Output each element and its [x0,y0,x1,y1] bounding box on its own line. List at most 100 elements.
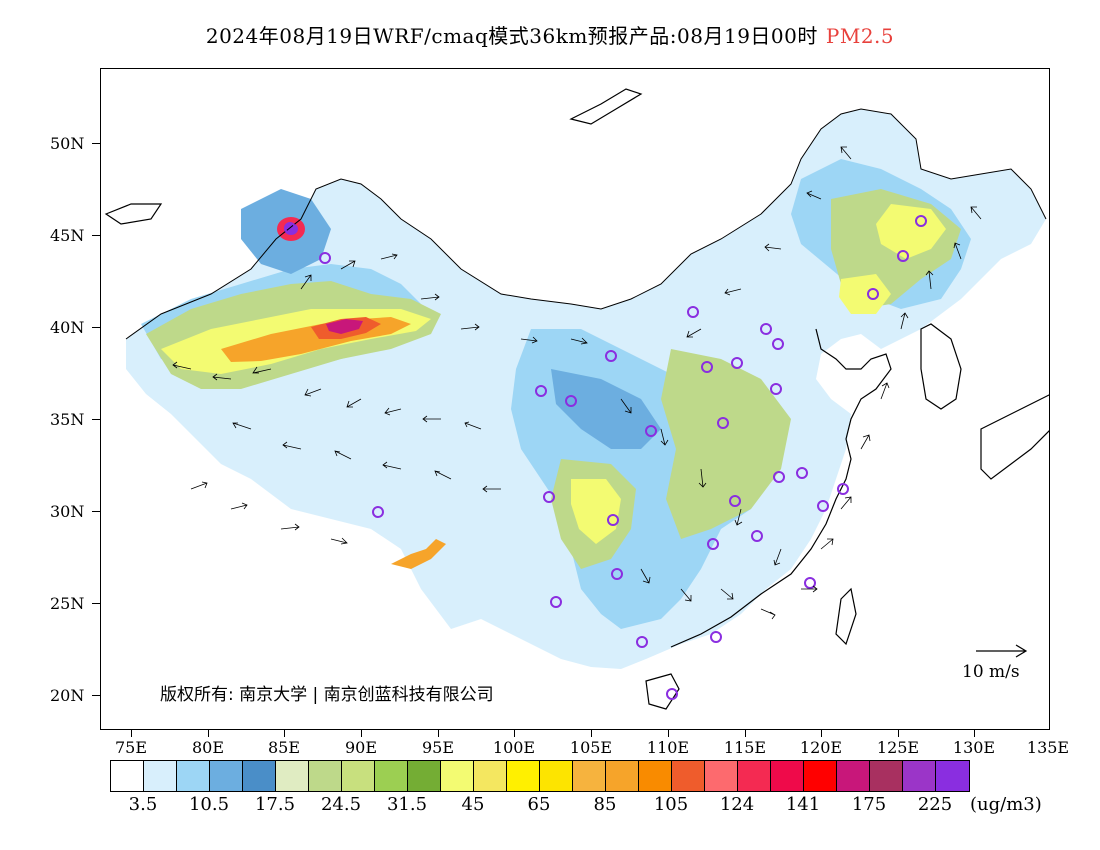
colorbar-swatch [375,761,408,791]
lon-label: 85E [267,738,301,757]
city-marker [731,357,743,369]
colorbar [110,760,970,792]
colorbar-swatch [771,761,804,791]
lon-tick [514,730,515,737]
lat-label: 45N [50,226,85,245]
korea-outline [920,323,962,410]
lon-tick [591,730,592,737]
colorbar-tick-label: 85 [593,794,617,815]
city-marker [543,491,555,503]
city-marker [284,222,296,234]
city-marker [915,215,927,227]
colorbar-tick-label: 141 [785,794,821,815]
colorbar-tick-label: 17.5 [254,794,296,815]
colorbar-swatch [738,761,771,791]
lon-label: 105E [569,738,613,757]
baikal-outline [569,88,643,125]
lat-tick [92,143,100,144]
city-marker [729,495,741,507]
colorbar-swatch [540,761,573,791]
colorbar-swatch [111,761,144,791]
colorbar-swatch [441,761,474,791]
yellow-zone-ne [876,204,946,259]
lat-label: 35N [50,410,85,429]
colorbar-swatch [804,761,837,791]
colorbar-tick-label: 10.5 [188,794,230,815]
yellow-zone-sichuan [571,479,621,544]
colorbar-tick-label: 24.5 [320,794,362,815]
colorbar-tick-label: 105 [653,794,689,815]
city-marker [710,631,722,643]
lon-label: 125E [876,738,920,757]
lat-tick [92,603,100,604]
city-marker [565,395,577,407]
city-marker [535,385,547,397]
city-marker [372,506,384,518]
city-marker [773,471,785,483]
wind-field [172,146,982,620]
city-marker [611,568,623,580]
colorbar-swatch [639,761,672,791]
lon-label: 80E [191,738,225,757]
city-marker [760,323,772,335]
pollutant-label: PM2.5 [825,24,895,48]
colorbar-tick-label: 124 [719,794,755,815]
colorbar-tick-label: 65 [527,794,551,815]
map-title: 2024年08月19日WRF/cmaq模式36km预报产品:08月19日00时 P… [0,20,1100,49]
lon-tick [131,730,132,737]
caspian-outline [104,203,163,225]
lon-label: 115E [723,738,767,757]
title-text: 2024年08月19日WRF/cmaq模式36km预报产品:08月19日00时 [205,24,818,48]
colorbar-tick-label: 3.5 [128,794,158,815]
lon-label: 110E [646,738,690,757]
colorbar-swatch [507,761,540,791]
map-canvas [104,88,1049,710]
hainan-outline [645,673,680,710]
colorbar-swatch [672,761,705,791]
city-marker [636,636,648,648]
copyright-text: 版权所有: 南京大学 | 南京创蓝科技有限公司 [160,685,494,705]
city-marker [666,688,678,700]
lat-label: 30N [50,502,85,521]
lat-tick [92,695,100,696]
colorbar-swatch [837,761,870,791]
lon-tick [284,730,285,737]
city-marker [751,530,763,542]
reference-arrow [976,644,1028,658]
colorbar-tick-label: 45 [461,794,485,815]
map-panel[interactable] [100,68,1050,730]
japan-outline [980,394,1049,480]
colorbar-swatch [705,761,738,791]
magenta-zone-xj [326,319,363,334]
lon-label: 120E [799,738,843,757]
lon-tick [898,730,899,737]
city-marker [550,596,562,608]
city-marker [645,425,657,437]
colorbar-swatch [276,761,309,791]
colorbar-swatch [243,761,276,791]
lon-label: 135E [1026,738,1070,757]
colorbar-swatch [177,761,210,791]
lon-label: 75E [114,738,148,757]
city-marker [707,538,719,550]
colorbar-swatch [342,761,375,791]
hotspot-tibet [391,539,446,569]
blue-zone-mid [551,369,661,449]
lat-label: 20N [50,686,85,705]
lon-tick [974,730,975,737]
lat-label: 50N [50,134,85,153]
lon-label: 95E [421,738,455,757]
border-line [125,108,1047,340]
city-marker [687,306,699,318]
city-marker [605,350,617,362]
green-zone-central [661,349,791,539]
colorbar-tick-label: 225 [917,794,953,815]
city-marker [607,514,619,526]
city-marker [837,483,849,495]
city-marker [867,288,879,300]
colorbar-swatch [870,761,903,791]
colorbar-unit: (ug/m3) [970,794,1042,815]
lon-tick [668,730,669,737]
lon-tick [438,730,439,737]
taiwan-outline [835,587,857,646]
